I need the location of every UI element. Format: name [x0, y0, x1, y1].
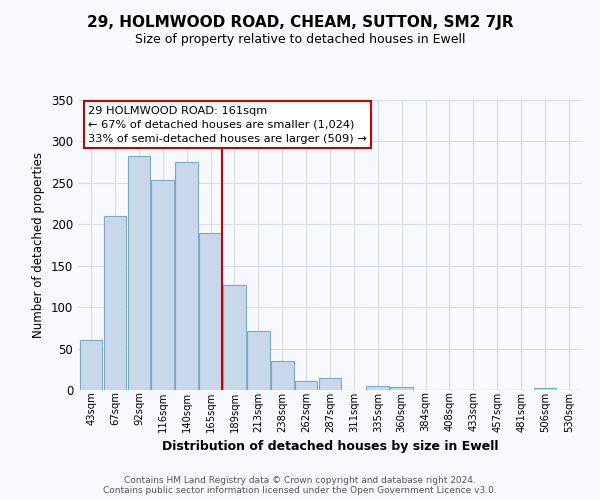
Bar	[104, 216, 127, 390]
Y-axis label: Number of detached properties: Number of detached properties	[32, 152, 46, 338]
Bar	[151, 180, 174, 390]
Bar	[175, 162, 198, 390]
Bar	[295, 381, 317, 390]
Bar	[199, 232, 222, 390]
Text: Size of property relative to detached houses in Ewell: Size of property relative to detached ho…	[135, 32, 465, 46]
Text: 29, HOLMWOOD ROAD, CHEAM, SUTTON, SM2 7JR: 29, HOLMWOOD ROAD, CHEAM, SUTTON, SM2 7J…	[86, 15, 514, 30]
Text: Contains public sector information licensed under the Open Government Licence v3: Contains public sector information licen…	[103, 486, 497, 495]
Text: 29 HOLMWOOD ROAD: 161sqm
← 67% of detached houses are smaller (1,024)
33% of sem: 29 HOLMWOOD ROAD: 161sqm ← 67% of detach…	[88, 106, 367, 144]
Bar	[271, 361, 293, 390]
Bar	[391, 386, 413, 390]
Bar	[80, 340, 103, 390]
Bar	[533, 388, 556, 390]
X-axis label: Distribution of detached houses by size in Ewell: Distribution of detached houses by size …	[162, 440, 498, 453]
Bar	[128, 156, 150, 390]
Text: Contains HM Land Registry data © Crown copyright and database right 2024.: Contains HM Land Registry data © Crown c…	[124, 476, 476, 485]
Bar	[223, 285, 246, 390]
Bar	[319, 378, 341, 390]
Bar	[247, 331, 269, 390]
Bar	[367, 386, 389, 390]
